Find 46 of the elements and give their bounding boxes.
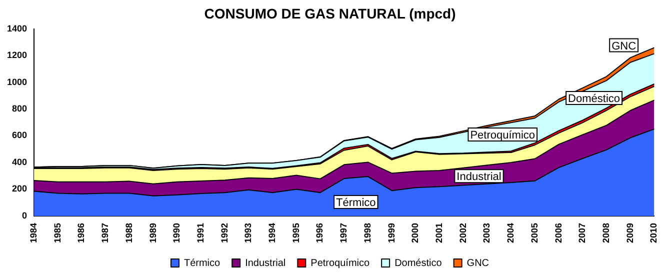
x-tick-label: 1990	[172, 222, 182, 244]
annotation: Doméstico	[568, 93, 620, 106]
annotation: Industrial	[456, 171, 502, 184]
legend-label: Petroquímico	[310, 258, 370, 269]
x-tick-label: 1992	[219, 222, 230, 244]
x-tick-label: 1995	[290, 222, 301, 244]
x-tick-label: 1989	[148, 222, 158, 244]
legend-label: Doméstico	[394, 258, 442, 269]
x-tick-label: 2005	[529, 222, 540, 244]
x-tick-label: 1984	[28, 222, 39, 244]
y-tick-label: 400	[12, 156, 28, 167]
x-tick-label: 1986	[76, 222, 86, 244]
legend-label: GNC	[466, 258, 490, 269]
y-tick-label: 1200	[6, 50, 28, 60]
x-tick-label: 1997	[338, 222, 349, 244]
x-tick-label: 2000	[410, 222, 420, 244]
x-tick-label: 1991	[195, 222, 206, 244]
x-tick-label: 2002	[458, 222, 468, 244]
annotation: GNC	[612, 40, 636, 52]
y-tick-label: 800	[12, 104, 28, 114]
legend-label: Térmico	[184, 258, 221, 269]
y-tick-label: 1000	[6, 76, 28, 87]
x-tick-label: 1999	[386, 222, 396, 244]
x-tick-label: 2003	[482, 222, 492, 244]
x-tick-label: 1998	[362, 222, 372, 244]
x-tick-label: 1996	[314, 222, 325, 244]
x-tick-label: 2009	[624, 222, 635, 244]
x-tick-label: 2001	[434, 222, 444, 244]
annotation: Petroquímico	[470, 130, 536, 142]
y-tick-label: 1400	[6, 23, 28, 34]
annotation: Térmico	[336, 196, 376, 209]
y-tick-label: 0	[22, 210, 28, 220]
chart-title: CONSUMO DE GAS NATURAL (mpcd)	[204, 5, 456, 22]
x-tick-label: 2008	[600, 222, 611, 244]
x-tick-label: 2007	[577, 222, 588, 244]
x-tick-label: 1994	[267, 222, 278, 244]
x-tick-label: 1988	[124, 222, 134, 244]
x-tick-label: 2004	[506, 222, 516, 244]
y-tick-label: 600	[12, 130, 28, 140]
x-tick-label: 2006	[553, 222, 564, 244]
y-tick-label: 200	[12, 184, 28, 194]
x-tick-label: 1985	[52, 222, 62, 244]
x-tick-label: 1987	[100, 222, 110, 244]
legend-label: Industrial	[245, 258, 286, 269]
x-tick-label: 1993	[243, 222, 254, 244]
x-tick-label: 2010	[648, 222, 659, 244]
